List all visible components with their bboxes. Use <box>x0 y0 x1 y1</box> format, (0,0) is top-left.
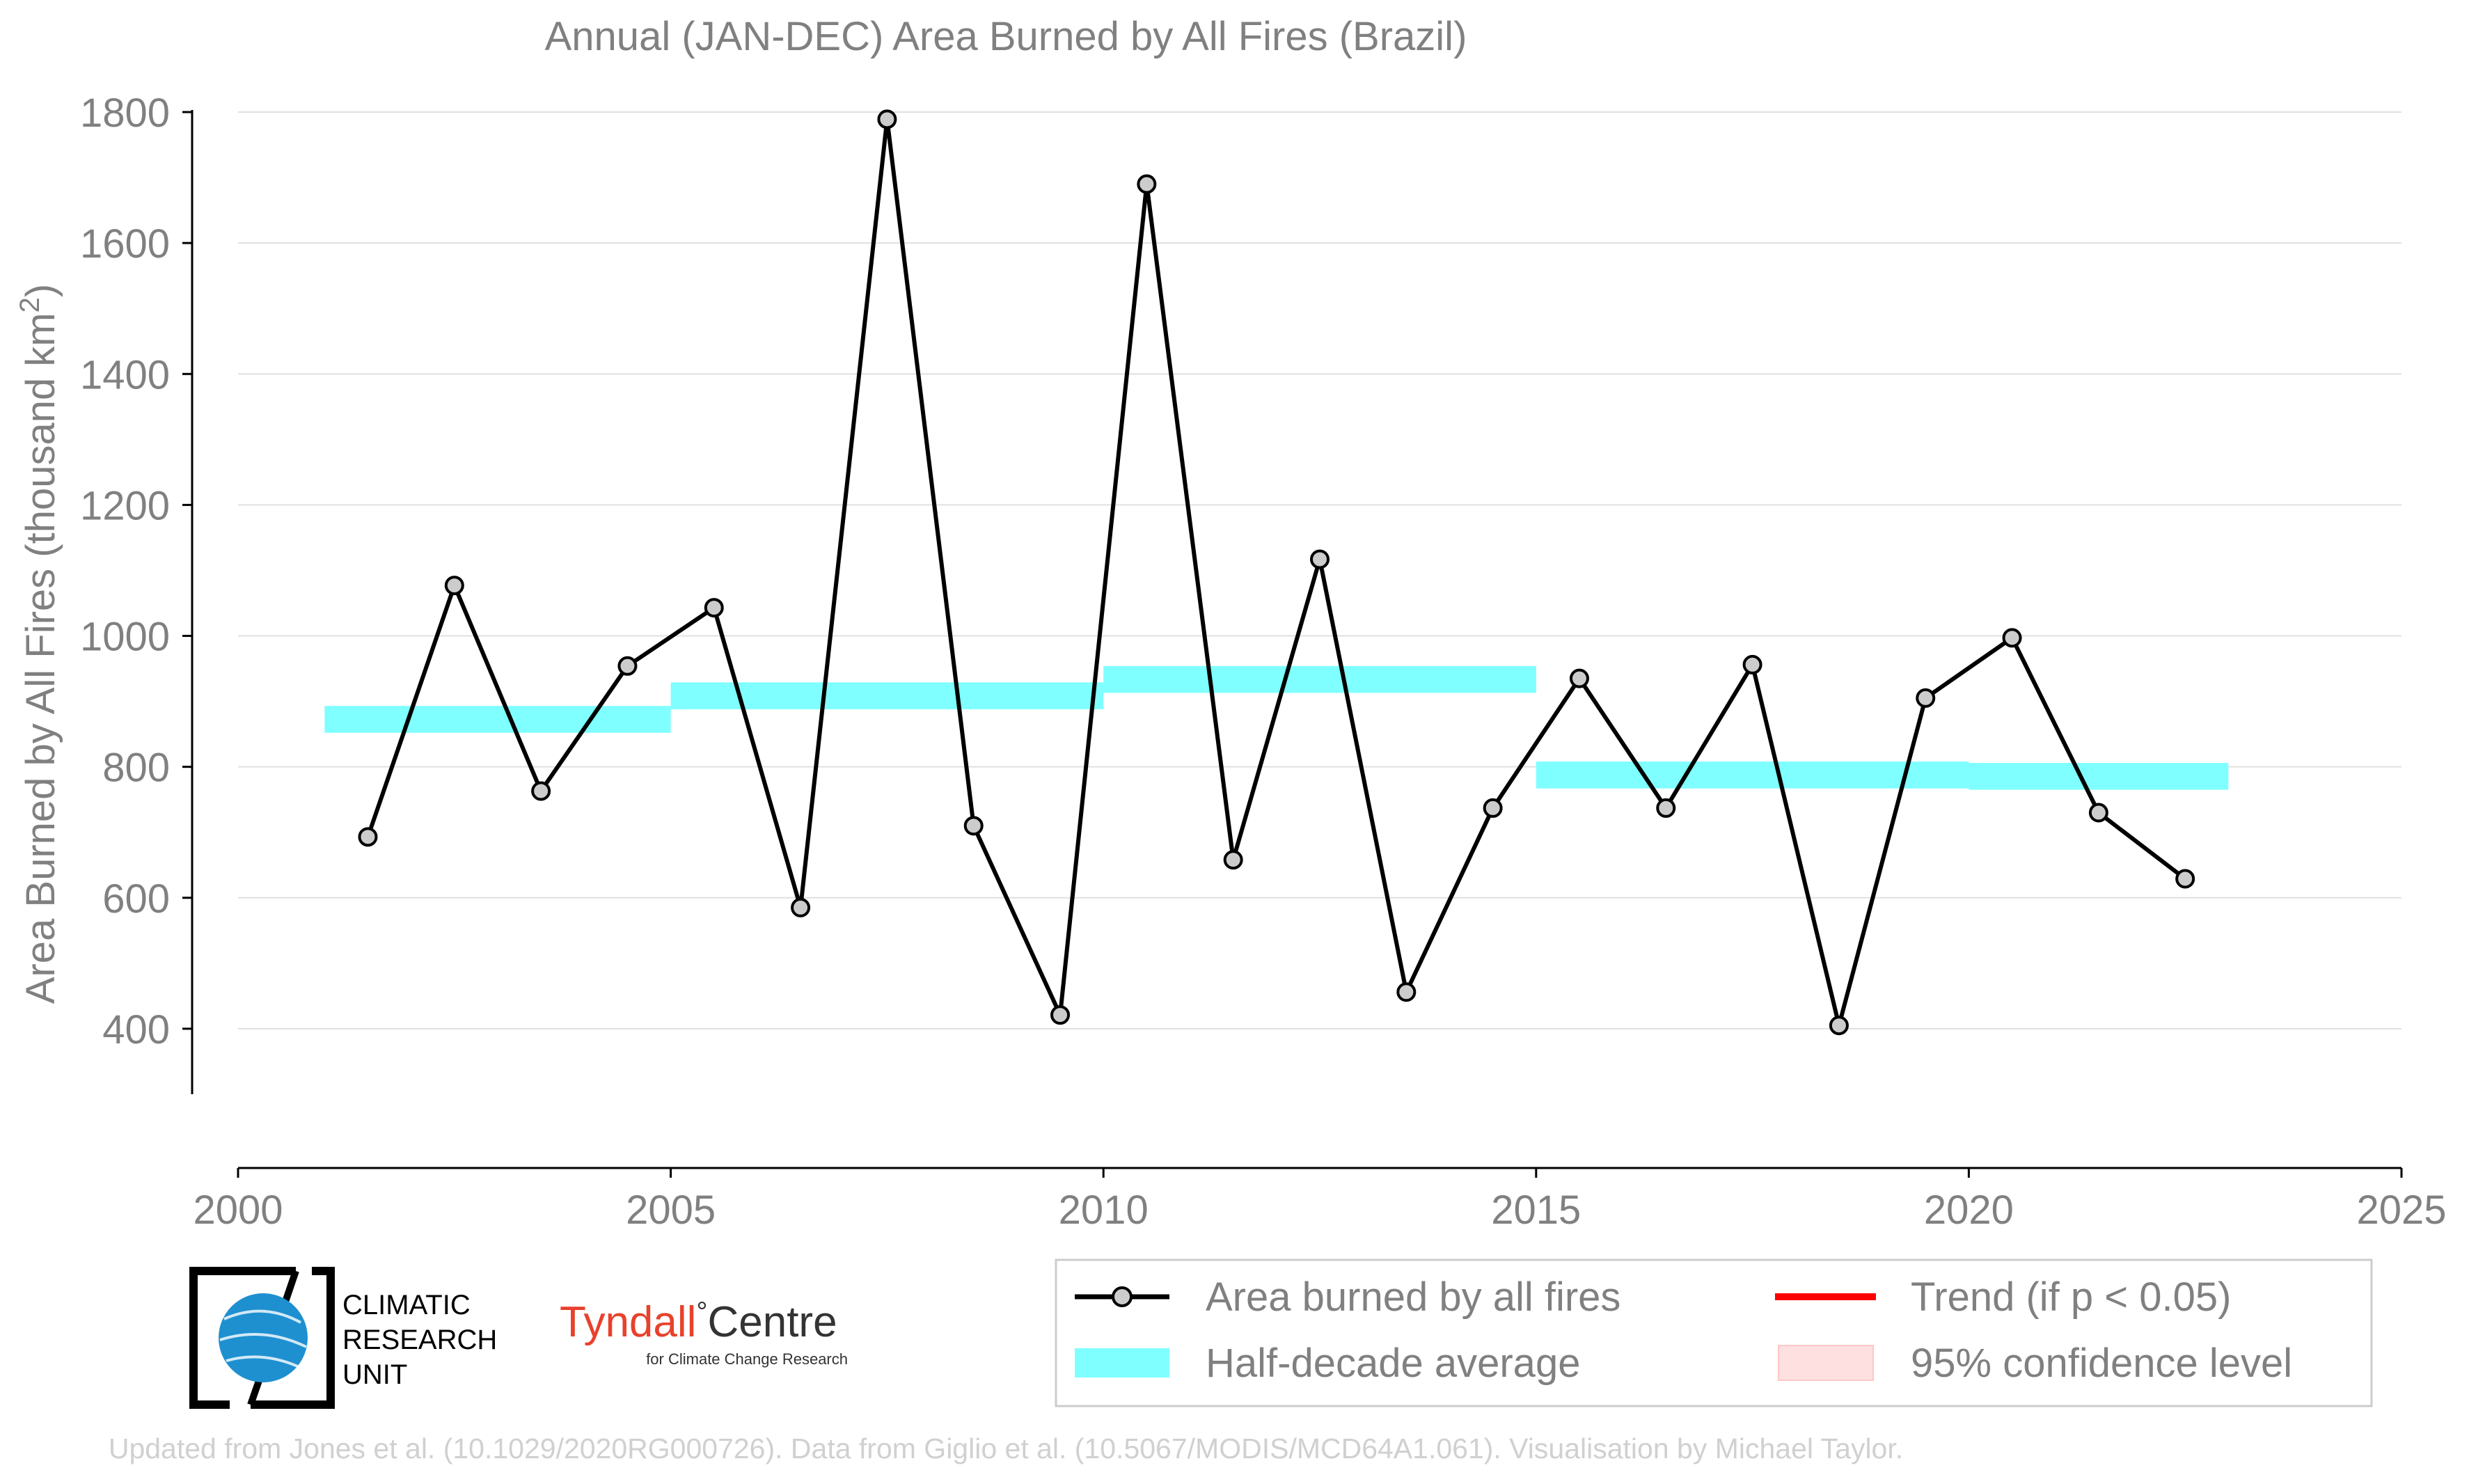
legend-confidence-swatch <box>1778 1345 1874 1381</box>
y-axis-label-superscript: 2 <box>15 297 45 313</box>
y-tick-label-1400: 1400 <box>80 352 170 397</box>
tyndall-logo-title: Tyndall°Centre <box>560 1297 837 1346</box>
chart-title: Annual (JAN-DEC) Area Burned by All Fire… <box>545 14 1467 59</box>
data-point-19 <box>2002 628 2022 648</box>
legend-entry-average: Half-decade average <box>1206 1341 1580 1386</box>
tyndall-logo-centre: Centre <box>707 1298 837 1346</box>
legend-box <box>1055 1258 2373 1407</box>
y-tick-label-400: 400 <box>102 1007 170 1052</box>
footer-credit: Updated from Jones et al. (10.1029/2020R… <box>109 1432 1903 1465</box>
globe-lines <box>219 1309 307 1369</box>
data-point-4 <box>704 598 724 618</box>
x-tick-label-2025: 2025 <box>2356 1187 2446 1233</box>
y-axis-label-text: Area Burned by All Fires (thousand km <box>18 313 63 1004</box>
data-point-13 <box>1483 798 1503 818</box>
data-point-1 <box>444 576 464 596</box>
legend-entry-confidence: 95% confidence level <box>1911 1341 2292 1386</box>
half-decade-band-0 <box>324 706 671 733</box>
x-ticks: 2000 2005 2010 2015 2020 2025 <box>193 1168 2447 1233</box>
y-axis-label: Area Burned by All Fires (thousand km2) <box>15 284 63 1004</box>
gridlines <box>238 111 2401 1029</box>
data-point-9 <box>1137 174 1157 194</box>
y-ticks: 400 600 800 1000 1200 1400 1600 1800 <box>80 90 192 1052</box>
data-point-12 <box>1396 982 1417 1002</box>
data-point-10 <box>1223 850 1243 870</box>
half-decade-band-3 <box>1536 761 1969 789</box>
y-tick-label-1800: 1800 <box>80 90 170 136</box>
data-point-16 <box>1742 654 1762 674</box>
tyndall-logo-sub: for Climate Change Research <box>646 1350 848 1368</box>
legend: Area burned by all fires Trend (if p < 0… <box>1055 1258 2373 1407</box>
legend-entry-area: Area burned by all fires <box>1206 1274 1620 1320</box>
half-decade-band-4 <box>1969 763 2229 790</box>
y-axis-label-close: ) <box>18 284 63 297</box>
x-tick-label-2005: 2005 <box>626 1187 716 1233</box>
data-point-18 <box>1916 688 1936 708</box>
y-tick-label-1200: 1200 <box>80 483 170 528</box>
legend-band-swatch <box>1075 1348 1169 1378</box>
series-line <box>365 117 2187 1028</box>
tyndall-logo-degree: ° <box>696 1297 707 1327</box>
tyndall-logo-main: Tyndall <box>560 1298 696 1346</box>
data-point-0 <box>358 827 378 847</box>
data-point-3 <box>617 656 638 676</box>
cru-logo: CLIMATIC RESEARCH UNIT <box>189 1267 497 1409</box>
data-point-8 <box>1050 1005 1071 1025</box>
cru-logo-frame <box>189 1267 335 1409</box>
y-tick-label-600: 600 <box>102 876 170 922</box>
legend-entry-trend: Trend (if p < 0.05) <box>1911 1274 2231 1320</box>
data-point-6 <box>877 109 897 129</box>
data-point-21 <box>2175 869 2195 889</box>
x-tick-label-2015: 2015 <box>1491 1187 1581 1233</box>
data-point-20 <box>2088 803 2108 823</box>
legend-marker-swatch <box>1112 1286 1133 1307</box>
cru-logo-line2: RESEARCH <box>342 1325 497 1355</box>
data-point-17 <box>1829 1016 1849 1036</box>
data-point-7 <box>963 816 984 836</box>
tyndall-logo: Tyndall°Centre for Climate Change Resear… <box>560 1297 848 1368</box>
data-point-15 <box>1656 798 1676 818</box>
data-point-5 <box>791 897 811 917</box>
data-series <box>358 109 2195 1036</box>
data-point-2 <box>531 781 551 801</box>
y-tick-label-1600: 1600 <box>80 221 170 267</box>
half-decade-band-2 <box>1103 665 1536 693</box>
x-tick-label-2020: 2020 <box>1924 1187 2014 1233</box>
cru-logo-line1: CLIMATIC <box>342 1290 471 1320</box>
y-tick-label-1000: 1000 <box>80 615 170 660</box>
x-tick-label-2000: 2000 <box>193 1187 283 1233</box>
data-point-14 <box>1569 668 1589 688</box>
half-decade-bands <box>324 665 2229 790</box>
y-tick-label-800: 800 <box>102 745 170 791</box>
x-tick-label-2010: 2010 <box>1059 1187 1149 1233</box>
data-point-11 <box>1310 549 1330 569</box>
cru-logo-line3: UNIT <box>342 1359 407 1390</box>
